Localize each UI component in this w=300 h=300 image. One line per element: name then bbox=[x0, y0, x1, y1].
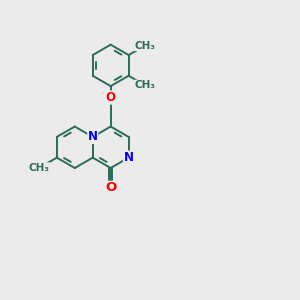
Text: CH₃: CH₃ bbox=[134, 80, 155, 90]
Text: O: O bbox=[106, 91, 116, 104]
Text: N: N bbox=[88, 130, 98, 143]
Text: CH₃: CH₃ bbox=[134, 40, 155, 51]
Text: O: O bbox=[105, 182, 116, 194]
Text: CH₃: CH₃ bbox=[28, 163, 50, 173]
Text: N: N bbox=[124, 151, 134, 164]
